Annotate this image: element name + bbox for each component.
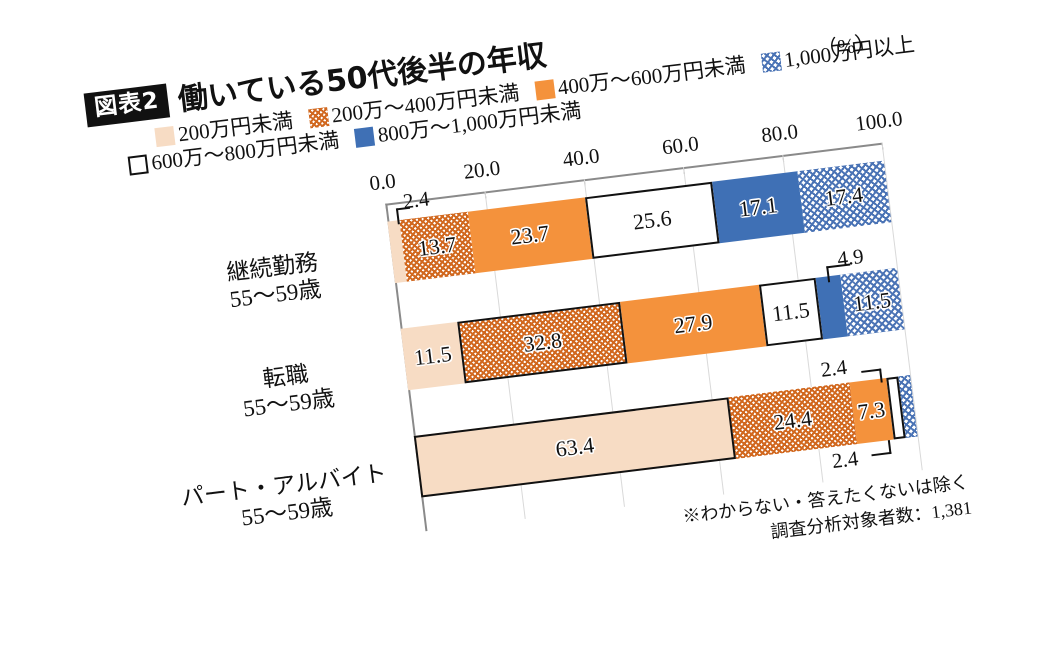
callout-leader-line — [826, 263, 852, 283]
segment-under-2m: 11.5 — [400, 321, 466, 391]
segment-2m-4m: 32.8 — [457, 301, 628, 384]
orange-swatch — [533, 79, 556, 101]
callout-leader-line — [861, 368, 883, 385]
segment-8m-10m: 17.1 — [712, 171, 805, 244]
x-tick-label: 40.0 — [561, 143, 601, 172]
blue-hatch-swatch — [760, 51, 782, 73]
callout-label: 2.4 — [830, 446, 860, 474]
callout-leader-line — [869, 439, 892, 457]
category-label-row3: パート・アルバイト 55〜59歳 — [179, 460, 389, 531]
blue-swatch — [353, 126, 376, 148]
table-row: 63.4 24.4 7.3 — [413, 375, 918, 498]
segment-4m-6m: 27.9 — [620, 284, 767, 364]
figure-number-badge: 図表2 — [83, 83, 171, 128]
category-label-row2: 転職 55〜59歳 — [241, 361, 337, 422]
x-tick-label: 0.0 — [368, 168, 398, 196]
callout-leader-line — [395, 206, 412, 225]
table-row: 13.7 23.7 25.6 17.1 17.4 — [387, 160, 891, 284]
segment-4m-6m: 23.7 — [467, 197, 593, 274]
x-tick-label: 80.0 — [759, 118, 800, 148]
plot-area: 0.0 20.0 40.0 60.0 80.0 100.0 13.7 23.7 … — [180, 106, 923, 532]
segment-under-2m: 63.4 — [413, 397, 736, 498]
white-outline-swatch — [127, 154, 149, 176]
category-label-row1: 継続勤務 55〜59歳 — [225, 249, 323, 313]
callout-label: 2.4 — [819, 354, 849, 382]
segment-6m-8m: 25.6 — [584, 181, 720, 259]
x-tick-label: 60.0 — [660, 131, 701, 160]
orange-dot-swatch — [307, 107, 329, 129]
segment-6m-8m: 11.5 — [758, 277, 824, 347]
x-tick-label: 100.0 — [853, 106, 904, 136]
x-tick-label: 20.0 — [462, 155, 502, 184]
light-peach-swatch — [154, 125, 176, 148]
segment-over-10m: 17.4 — [796, 160, 891, 233]
